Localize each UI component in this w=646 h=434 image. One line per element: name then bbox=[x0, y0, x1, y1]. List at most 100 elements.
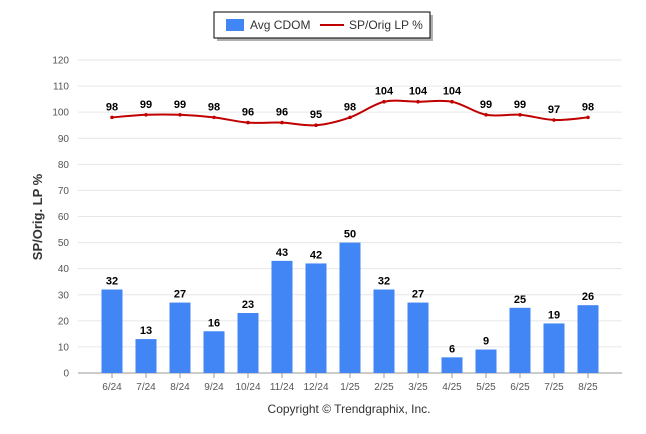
x-tick-label: 9/24 bbox=[204, 382, 224, 393]
y-tick-label: 50 bbox=[58, 238, 70, 249]
bar-value-label: 23 bbox=[242, 299, 254, 311]
line-point bbox=[144, 112, 148, 117]
bar-value-label: 9 bbox=[483, 336, 489, 348]
line-value-label: 95 bbox=[310, 109, 322, 121]
line-point bbox=[586, 115, 590, 120]
bar bbox=[407, 302, 429, 373]
x-tick-label: 10/24 bbox=[235, 382, 260, 393]
y-tick-label: 20 bbox=[58, 316, 70, 327]
y-tick-label: 70 bbox=[58, 186, 70, 197]
legend: Avg CDOM SP/Orig LP % bbox=[213, 11, 433, 41]
bar-value-label: 13 bbox=[140, 325, 152, 337]
line-point bbox=[518, 112, 522, 117]
line-point bbox=[246, 120, 250, 125]
bar-value-label: 50 bbox=[344, 229, 356, 241]
y-tick-label: 80 bbox=[58, 160, 70, 171]
x-tick-label: 6/24 bbox=[102, 382, 122, 393]
line-point bbox=[314, 123, 318, 128]
bar bbox=[339, 242, 361, 373]
line-point bbox=[552, 118, 556, 122]
line-value-label: 96 bbox=[276, 107, 288, 119]
bar bbox=[373, 289, 395, 373]
y-axis-ticks: 0 10 20 30 40 50 60 70 80 90 100 110 120 bbox=[52, 56, 69, 380]
x-tick-label: 1/25 bbox=[340, 382, 360, 393]
bar bbox=[543, 323, 565, 373]
bar bbox=[169, 302, 191, 373]
bar bbox=[271, 260, 293, 373]
bar-value-label: 32 bbox=[378, 276, 390, 288]
line-value-label: 98 bbox=[106, 101, 118, 113]
bar bbox=[441, 357, 463, 373]
bar-value-label: 43 bbox=[276, 247, 288, 259]
y-tick-label: 10 bbox=[58, 342, 70, 353]
line-point bbox=[416, 99, 420, 104]
x-tick-label: 7/25 bbox=[544, 382, 564, 393]
y-tick-label: 0 bbox=[63, 369, 69, 380]
line-point bbox=[212, 115, 216, 120]
x-tick-label: 2/25 bbox=[374, 382, 394, 393]
x-axis-ticks: 6/24 7/24 8/24 9/24 10/24 11/24 12/24 1/25 2/25 3… bbox=[102, 373, 598, 393]
line-point bbox=[178, 112, 182, 117]
bar-value-label: 42 bbox=[310, 249, 322, 261]
y-tick-label: 100 bbox=[52, 108, 69, 119]
bar-value-label: 32 bbox=[106, 276, 118, 288]
x-tick-label: 4/25 bbox=[442, 382, 462, 393]
y-tick-label: 110 bbox=[53, 82, 69, 93]
bar-value-label: 6 bbox=[449, 343, 455, 355]
bar bbox=[509, 307, 531, 373]
line-value-label: 104 bbox=[375, 86, 394, 98]
line-value-label: 98 bbox=[582, 101, 594, 113]
bar bbox=[101, 289, 123, 373]
line-value-label: 99 bbox=[514, 99, 526, 111]
x-tick-label: 8/25 bbox=[578, 382, 598, 393]
x-tick-label: 5/25 bbox=[476, 382, 496, 393]
x-tick-label: 3/25 bbox=[408, 382, 428, 393]
legend-swatch-bar bbox=[226, 19, 244, 31]
x-tick-label: 6/25 bbox=[510, 382, 530, 393]
bar-value-label: 26 bbox=[582, 291, 594, 303]
y-axis-title: SP/Orig. LP % bbox=[30, 173, 45, 260]
line-value-label: 96 bbox=[242, 107, 254, 119]
data-labels: 32 13 27 16 23 43 42 50 32 27 6 9 25 19 26 98 99 99 98 96 96… bbox=[106, 86, 594, 356]
copyright-footer: Copyright © Trendgraphix, Inc. bbox=[268, 402, 431, 416]
bar-value-label: 27 bbox=[174, 289, 186, 301]
line-value-label: 99 bbox=[174, 99, 186, 111]
y-tick-label: 40 bbox=[58, 264, 70, 275]
x-tick-label: 12/24 bbox=[303, 382, 328, 393]
bar bbox=[475, 349, 497, 373]
bar bbox=[577, 305, 599, 373]
line-value-label: 98 bbox=[344, 101, 356, 113]
bar bbox=[305, 263, 327, 373]
y-tick-label: 90 bbox=[58, 134, 70, 145]
legend-label-line: SP/Orig LP % bbox=[349, 18, 423, 32]
bar-value-label: 25 bbox=[514, 294, 526, 306]
x-tick-label: 11/24 bbox=[270, 382, 295, 393]
line-point bbox=[110, 115, 114, 120]
line-point bbox=[382, 99, 386, 104]
line-point bbox=[484, 112, 488, 117]
y-tick-label: 60 bbox=[58, 212, 70, 223]
line-value-label: 104 bbox=[443, 86, 462, 98]
bar-series bbox=[101, 242, 599, 373]
bar bbox=[237, 313, 259, 373]
x-tick-label: 7/24 bbox=[136, 382, 156, 393]
line-value-label: 98 bbox=[208, 101, 220, 113]
line-value-label: 99 bbox=[480, 99, 492, 111]
legend-label-bar: Avg CDOM bbox=[250, 18, 310, 32]
line-value-label: 97 bbox=[548, 104, 560, 116]
bar bbox=[135, 339, 157, 373]
line-point bbox=[348, 115, 352, 120]
x-tick-label: 8/24 bbox=[170, 382, 190, 393]
line-series bbox=[110, 99, 590, 128]
line-point bbox=[280, 120, 284, 125]
y-tick-label: 120 bbox=[52, 56, 69, 67]
line-value-label: 104 bbox=[409, 86, 428, 98]
bar-value-label: 16 bbox=[208, 317, 220, 329]
bar-value-label: 19 bbox=[548, 309, 560, 321]
y-tick-label: 30 bbox=[58, 290, 70, 301]
bar-value-label: 27 bbox=[412, 289, 424, 301]
line-value-label: 99 bbox=[140, 99, 152, 111]
bar bbox=[203, 331, 225, 373]
line-point bbox=[450, 99, 454, 104]
